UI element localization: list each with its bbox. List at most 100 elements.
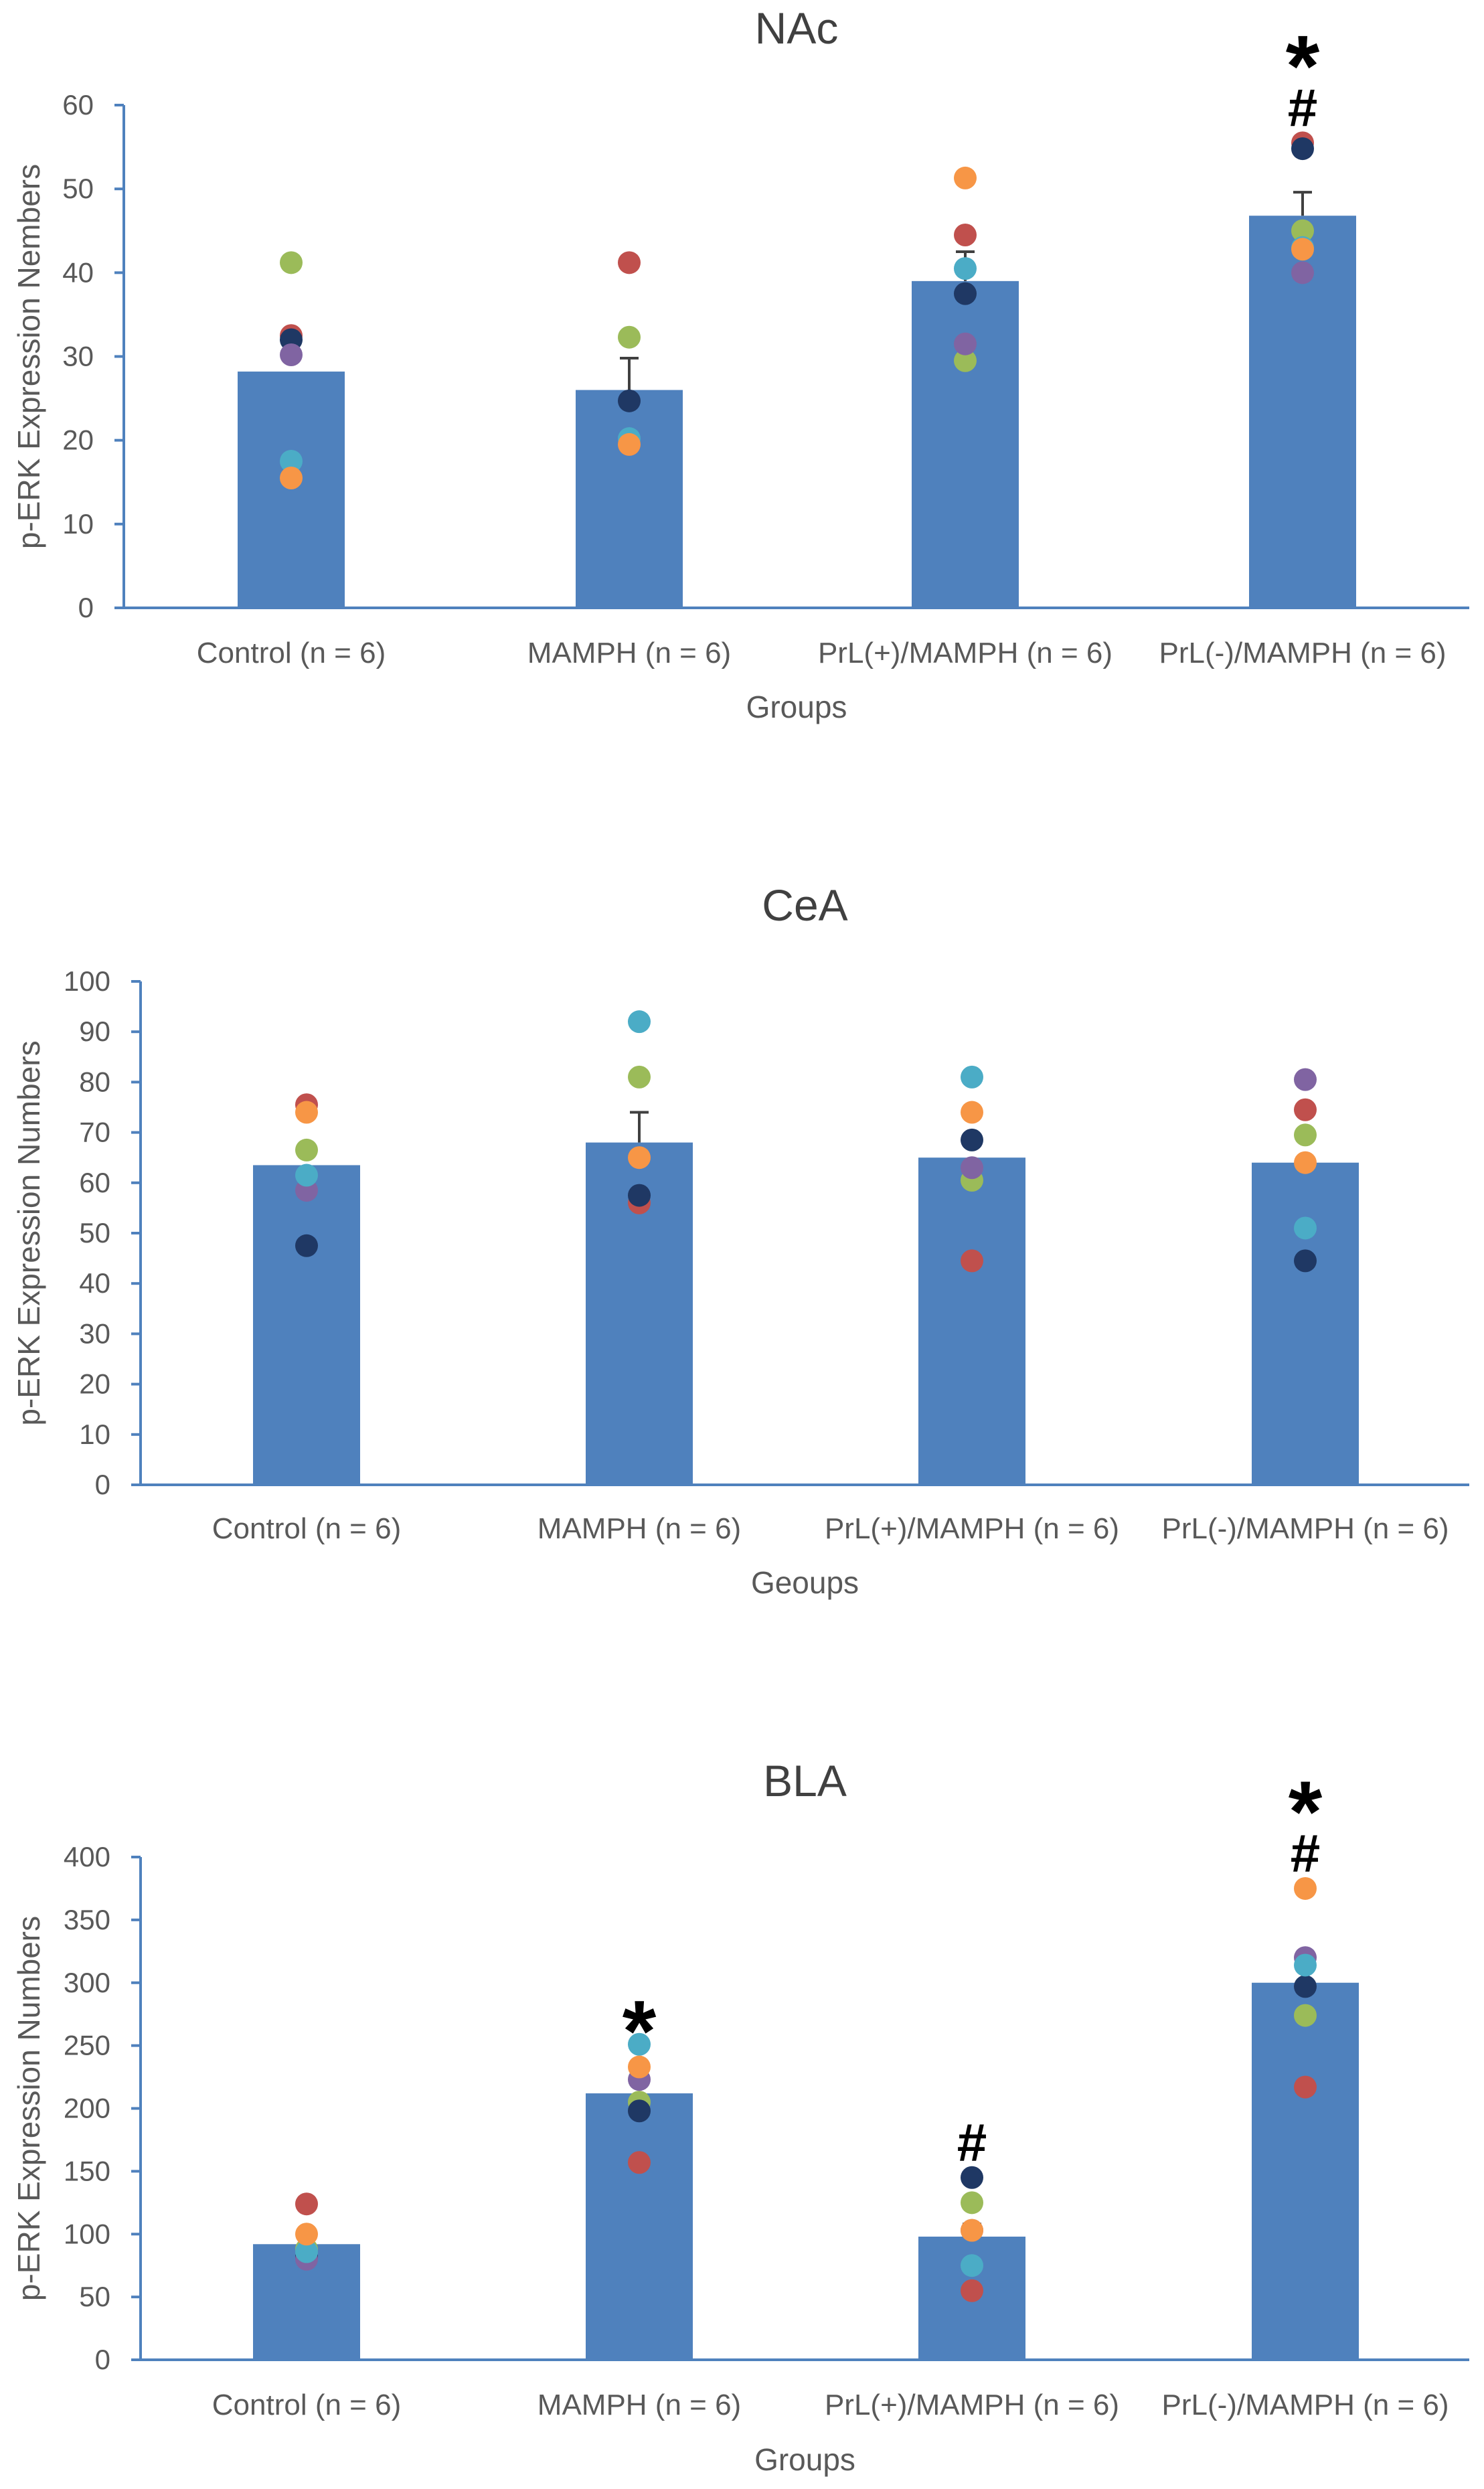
y-tick-label: 50 (62, 173, 94, 204)
category-label: MAMPH (n = 6) (527, 637, 731, 669)
y-tick-label: 200 (64, 2093, 110, 2124)
category-label: MAMPH (n = 6) (538, 1512, 741, 1545)
bar (1252, 1982, 1359, 2360)
data-point (1294, 1249, 1317, 1273)
data-point (961, 1101, 983, 1124)
y-tick-label: 80 (79, 1066, 110, 1097)
data-point (961, 2254, 983, 2277)
significance-marker: * (1289, 1763, 1323, 1860)
data-point (628, 2151, 651, 2174)
y-axis-label: p-ERK Expression Numbers (11, 1916, 46, 2301)
y-tick-label: 40 (79, 1267, 110, 1299)
category-label: Control (n = 6) (212, 2389, 401, 2421)
data-point (295, 1101, 318, 1124)
data-point (961, 1065, 983, 1089)
data-point (1294, 1068, 1317, 1091)
data-point (1291, 137, 1314, 161)
chart-title: NAc (755, 3, 839, 53)
y-tick-label: 250 (64, 2030, 110, 2061)
y-tick-label: 100 (64, 965, 110, 997)
bar (1252, 1162, 1359, 1485)
data-point (1291, 238, 1314, 261)
y-tick-label: 90 (79, 1016, 110, 1047)
y-tick-label: 20 (62, 424, 94, 456)
data-point (1294, 1123, 1317, 1147)
y-tick-label: 50 (79, 1217, 110, 1249)
significance-marker: # (957, 2113, 987, 2172)
category-label: PrL(-)/MAMPH (n = 6) (1161, 1512, 1449, 1545)
data-point (954, 282, 977, 305)
data-point (961, 2191, 983, 2215)
data-point (1294, 1953, 1317, 1977)
y-tick-label: 400 (64, 1841, 110, 1872)
category-label: MAMPH (n = 6) (538, 2389, 741, 2421)
data-point (1294, 1876, 1317, 1900)
category-label: PrL(+)/MAMPH (n = 6) (825, 2389, 1119, 2421)
x-axis-label: Groups (746, 690, 847, 724)
x-axis-label: Groups (754, 2442, 855, 2477)
data-point (295, 1138, 318, 1161)
data-point (961, 1156, 983, 1180)
y-tick-label: 0 (78, 592, 94, 623)
data-point (628, 1184, 651, 1207)
bar (576, 390, 683, 608)
data-point (1294, 1098, 1317, 1121)
data-point (628, 1065, 651, 1089)
data-point (280, 449, 303, 473)
y-tick-label: 40 (62, 256, 94, 288)
data-point (954, 224, 977, 247)
data-point (954, 349, 977, 372)
data-point (280, 343, 303, 366)
x-axis-label: Geoups (751, 1565, 859, 1600)
data-point (618, 389, 641, 412)
y-tick-label: 150 (64, 2155, 110, 2186)
category-label: Control (n = 6) (197, 637, 386, 669)
category-label: PrL(-)/MAMPH (n = 6) (1161, 2389, 1449, 2421)
category-label: Control (n = 6) (212, 1512, 401, 1545)
data-point (295, 2192, 318, 2216)
significance-marker: * (1286, 17, 1320, 114)
data-point (961, 2219, 983, 2242)
y-tick-label: 0 (95, 2344, 110, 2375)
significance-marker: # (1291, 1824, 1321, 1883)
y-tick-label: 0 (95, 1469, 110, 1500)
data-point (1291, 219, 1314, 242)
data-point (1294, 1216, 1317, 1240)
data-point (628, 1010, 651, 1034)
data-point (1294, 1151, 1317, 1174)
chart-nac: NAc 0 10 20 30 40 50 60 Control (n = 6) MAMPH (n … (11, 3, 1469, 724)
data-point (628, 2055, 651, 2079)
chart-bla: BLA 0 50 100 150 200 250 300 350 400 Control (n = … (11, 1756, 1469, 2477)
y-tick-label: 350 (64, 1904, 110, 1935)
category-label: PrL(+)/MAMPH (n = 6) (825, 1512, 1119, 1545)
data-point (954, 332, 977, 355)
data-point (628, 2032, 651, 2056)
y-axis-label: p-ERK Expression Numbers (11, 1040, 46, 1425)
data-point (961, 2166, 983, 2189)
data-point (954, 257, 977, 280)
bar (918, 1157, 1025, 1485)
data-point (628, 2099, 651, 2123)
y-tick-label: 60 (79, 1167, 110, 1198)
y-tick-label: 30 (79, 1317, 110, 1349)
chart-title: BLA (763, 1756, 847, 1805)
data-point (295, 2240, 318, 2263)
y-tick-label: 60 (62, 89, 94, 121)
bar (586, 2093, 693, 2360)
y-tick-label: 100 (64, 2218, 110, 2249)
y-tick-label: 10 (62, 508, 94, 540)
chart-title: CeA (762, 880, 847, 930)
data-point (618, 325, 641, 349)
data-point (280, 251, 303, 274)
data-point (961, 1249, 983, 1273)
bar (238, 372, 345, 608)
data-point (1294, 2004, 1317, 2027)
y-tick-label: 300 (64, 1967, 110, 1998)
chart-cea: CeA 0 10 20 30 40 50 60 70 80 90 100 Control (n = 6)… (11, 880, 1469, 1600)
data-point (1294, 2075, 1317, 2099)
data-point (1291, 261, 1314, 285)
category-label: PrL(+)/MAMPH (n = 6) (818, 637, 1112, 669)
data-point (280, 466, 303, 489)
significance-marker: * (623, 1982, 657, 2080)
